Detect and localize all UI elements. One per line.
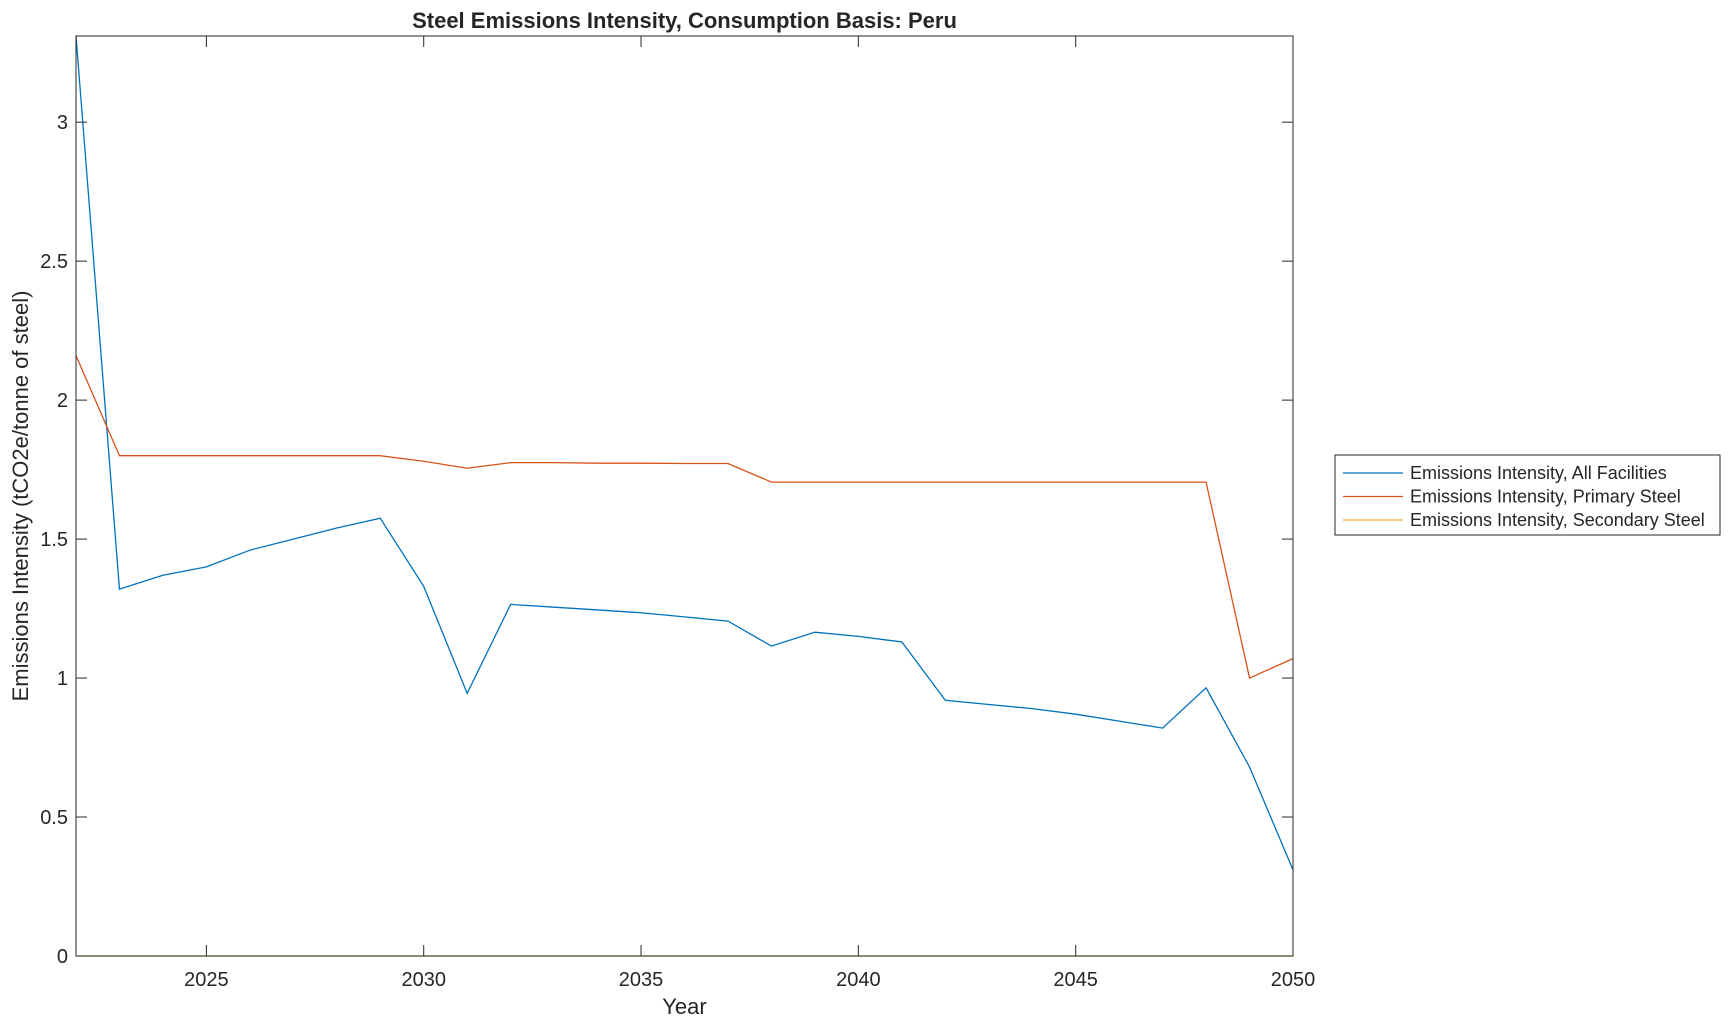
axes-box <box>75 35 1294 957</box>
x-tick-label: 2025 <box>184 969 229 991</box>
y-tick-label: 0 <box>57 946 68 968</box>
y-tick-label: 3 <box>57 112 68 134</box>
series-line-2 <box>75 355 1294 679</box>
y-tick-label: 1.5 <box>40 529 68 551</box>
y-axis-label: Emissions Intensity (tCO2e/tonne of stee… <box>8 291 33 702</box>
chart-title: Steel Emissions Intensity, Consumption B… <box>412 8 957 33</box>
legend: Emissions Intensity, All Facilities Emiss… <box>1334 454 1721 536</box>
y-tick-label: 2.5 <box>40 251 68 273</box>
x-tick-label: 2045 <box>1053 969 1098 991</box>
x-tick-label: 2030 <box>401 969 446 991</box>
plot-area <box>76 36 1293 956</box>
legend-box <box>1334 454 1721 536</box>
x-axis-label: Year <box>662 994 706 1019</box>
y-tick-label: 2 <box>57 390 68 412</box>
legend-label-1: Emissions Intensity, All Facilities <box>1410 463 1667 483</box>
x-tick-label: 2040 <box>836 969 881 991</box>
y-tick-label: 1 <box>57 668 68 690</box>
legend-label-2: Emissions Intensity, Primary Steel <box>1410 487 1681 507</box>
x-tick-label: 2050 <box>1271 969 1316 991</box>
y-tick-label: 0.5 <box>40 807 68 829</box>
x-tick-label: 2035 <box>619 969 664 991</box>
series-line-1 <box>75 35 1294 871</box>
legend-label-3: Emissions Intensity, Secondary Steel <box>1410 510 1705 530</box>
